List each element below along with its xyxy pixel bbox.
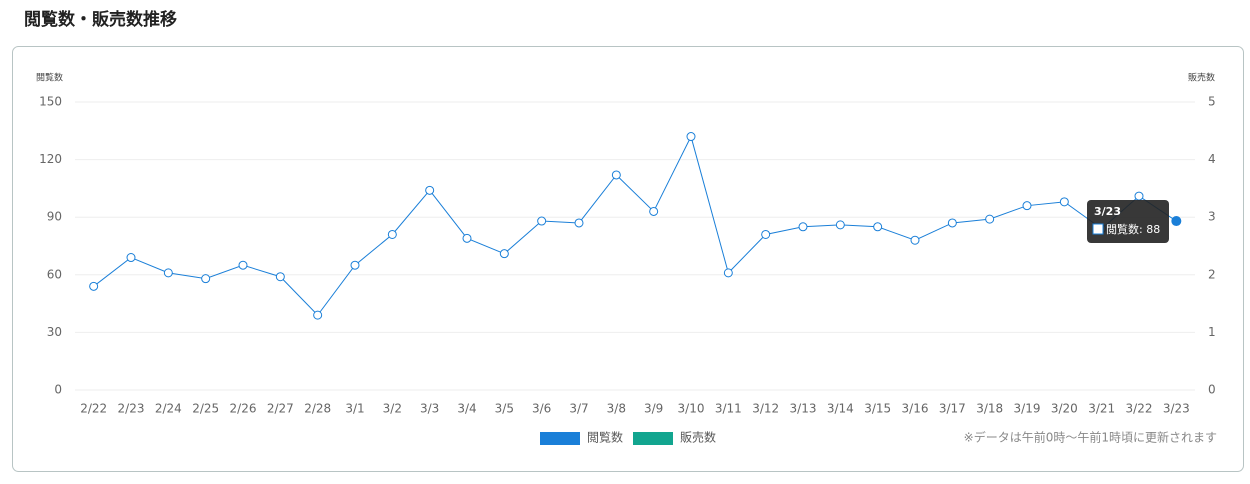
x-tick-label: 3/1: [345, 402, 364, 416]
y-tick-label: 30: [47, 325, 62, 339]
x-tick-label: 2/27: [267, 402, 294, 416]
y-tick-label: 150: [39, 95, 62, 109]
note: ※データは午前0時～午前1時頃に更新されます: [964, 430, 1217, 445]
legend-swatch: [540, 432, 580, 445]
data-point: [163, 268, 173, 278]
y-tick-label: 120: [39, 152, 62, 166]
x-tick-label: 3/16: [902, 402, 929, 416]
x-tick-label: 2/26: [230, 402, 257, 416]
y-tick-label: 60: [47, 267, 62, 281]
y-tick-label: 90: [47, 210, 62, 224]
x-tick-label: 3/4: [457, 402, 476, 416]
y2-tick-label: 3: [1208, 210, 1216, 224]
x-tick-label: 3/11: [715, 402, 742, 416]
tooltip-text: 閲覧数: 88: [1106, 222, 1160, 236]
x-tick-label: 2/24: [155, 402, 182, 416]
x-tick-label: 3/21: [1088, 402, 1115, 416]
y2-tick-label: 2: [1208, 267, 1216, 281]
x-tick-label: 2/25: [192, 402, 219, 416]
data-point: [798, 222, 808, 232]
tooltip-swatch: [1092, 223, 1104, 235]
data-point: [1134, 191, 1144, 201]
x-tick-label: 2/23: [118, 402, 145, 416]
data-point: [686, 132, 696, 142]
data-point: [873, 222, 883, 232]
x-tick-label: 2/28: [304, 402, 331, 416]
data-point: [238, 260, 248, 270]
tooltip: 3/23 閲覧数: 88: [1087, 200, 1169, 243]
x-tick-label: 3/12: [752, 402, 779, 416]
x-tick-label: 3/18: [976, 402, 1003, 416]
y2-tick-label: 1: [1208, 325, 1216, 339]
x-tick-label: 3/8: [607, 402, 626, 416]
x-tick-label: 3/20: [1051, 402, 1078, 416]
data-point: [574, 218, 584, 228]
x-tick-label: 3/15: [864, 402, 891, 416]
x-tick-label: 3/10: [678, 402, 705, 416]
data-point: [1022, 201, 1032, 211]
data-point: [723, 268, 733, 278]
data-point: [1171, 216, 1182, 227]
legend-label: 販売数: [680, 430, 716, 445]
card: [12, 46, 1244, 472]
data-point: [947, 218, 957, 228]
data-point: [985, 214, 995, 224]
y2-axis-label: 販売数: [1188, 72, 1215, 84]
legend-label: 閲覧数: [587, 430, 623, 445]
data-point: [425, 185, 435, 195]
data-point: [499, 249, 509, 259]
data-point: [387, 229, 397, 239]
x-tick-label: 3/23: [1163, 402, 1190, 416]
data-point: [537, 216, 547, 226]
x-tick-label: 2/22: [80, 402, 107, 416]
x-tick-label: 3/6: [532, 402, 551, 416]
x-tick-label: 3/19: [1014, 402, 1041, 416]
data-point: [313, 310, 323, 320]
data-point: [89, 281, 99, 291]
y2-tick-label: 4: [1208, 152, 1216, 166]
x-tick-label: 3/17: [939, 402, 966, 416]
data-point: [1059, 197, 1069, 207]
data-point: [350, 260, 360, 270]
x-tick-label: 3/14: [827, 402, 854, 416]
x-tick-label: 3/9: [644, 402, 663, 416]
y2-tick-label: 5: [1208, 95, 1216, 109]
x-tick-label: 3/13: [790, 402, 817, 416]
chart-title: 閲覧数・販売数推移: [24, 9, 177, 30]
y-axis-label: 閲覧数: [36, 72, 63, 84]
x-tick-label: 3/3: [420, 402, 439, 416]
data-point: [462, 233, 472, 243]
y2-tick-label: 0: [1208, 383, 1216, 397]
x-tick-label: 3/2: [383, 402, 402, 416]
data-point: [611, 170, 621, 180]
data-point: [201, 274, 211, 284]
data-point: [649, 206, 659, 216]
y-tick-label: 0: [54, 383, 62, 397]
data-point: [761, 229, 771, 239]
x-tick-label: 3/7: [569, 402, 588, 416]
data-point: [910, 235, 920, 245]
tooltip-title: 3/23: [1094, 205, 1121, 218]
tooltip-box: [1087, 200, 1169, 243]
x-tick-label: 3/5: [495, 402, 514, 416]
x-tick-label: 3/22: [1126, 402, 1153, 416]
data-point: [835, 220, 845, 230]
data-point: [126, 253, 136, 263]
data-point: [275, 272, 285, 282]
series-line: [93, 135, 1177, 316]
legend-swatch: [633, 432, 673, 445]
